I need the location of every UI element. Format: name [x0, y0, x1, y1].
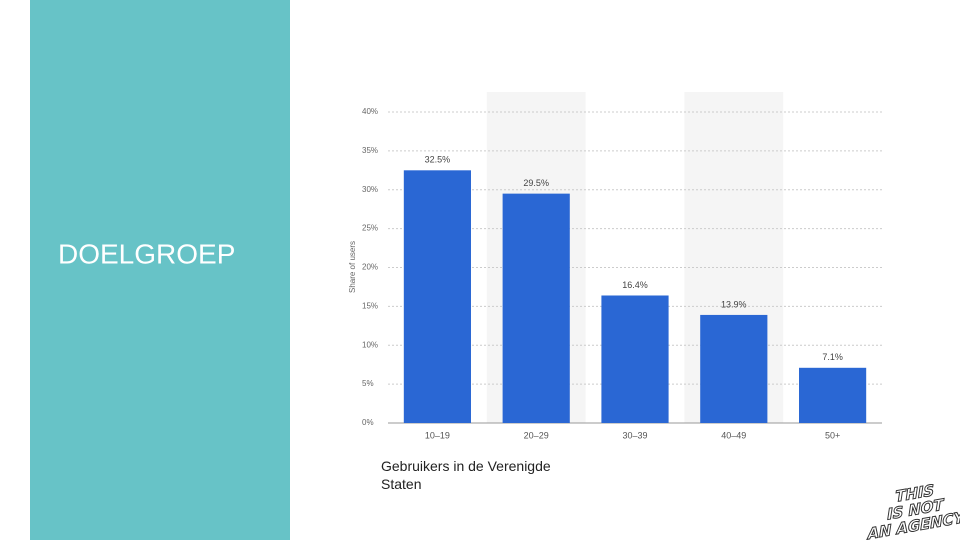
caption-box: Gebruikers in de Verenigde Staten — [381, 458, 551, 492]
heading: DOELGROEP — [58, 238, 235, 269]
value-label: 7.1% — [822, 352, 843, 362]
value-label: 13.9% — [721, 299, 747, 309]
value-label: 29.5% — [523, 178, 549, 188]
y-tick-label: 5% — [362, 379, 374, 388]
y-tick-label: 20% — [362, 263, 378, 272]
bar — [700, 314, 768, 423]
x-tick-label: 10–19 — [425, 430, 450, 440]
bar — [502, 193, 570, 423]
y-tick-label: 35% — [362, 146, 378, 155]
chart: 0% 5% 10% 15% 20% 25% 30% 35% 40% 10–19 32.5% 20–29… — [362, 92, 882, 440]
bar — [403, 170, 471, 423]
y-tick-label: 10% — [362, 340, 378, 349]
y-tick-label: 0% — [362, 418, 374, 427]
x-tick-label: 50+ — [825, 430, 840, 440]
x-tick-label: 40–49 — [721, 430, 746, 440]
y-axis-label: Share of users — [348, 241, 357, 293]
y-tick-label: 15% — [362, 301, 378, 310]
side-panel — [30, 0, 290, 540]
bar — [601, 295, 669, 423]
value-label: 16.4% — [622, 280, 648, 290]
x-tick-label: 20–29 — [524, 430, 549, 440]
y-tick-label: 25% — [362, 224, 378, 233]
y-tick-label: 40% — [362, 107, 378, 116]
y-tick-label: 30% — [362, 185, 378, 194]
bar — [799, 367, 867, 423]
logo: THIS IS NOT AN AGENCY — [866, 480, 960, 540]
caption: Gebruikers in de Verenigde Staten — [381, 458, 551, 492]
x-tick-label: 30–39 — [622, 430, 647, 440]
value-label: 32.5% — [425, 155, 451, 165]
